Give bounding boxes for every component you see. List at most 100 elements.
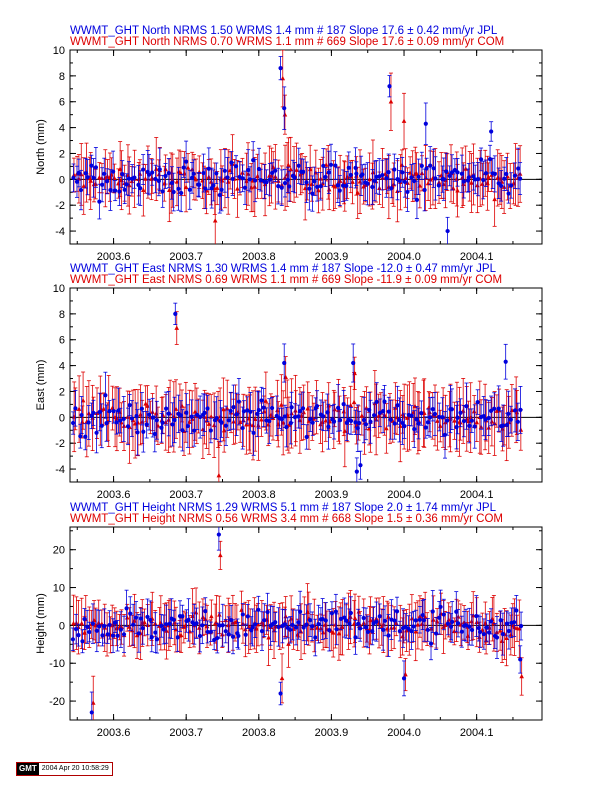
data-point-jpl [144,422,149,427]
data-point-jpl [198,414,203,420]
data-point-com [370,169,376,175]
data-point-jpl [326,170,331,175]
data-point-jpl [337,417,343,423]
data-point-com [259,417,264,422]
data-point-jpl [154,418,159,423]
data-point-jpl [282,181,288,186]
data-point-jpl [441,177,446,182]
data-point-jpl [459,629,464,634]
data-point-jpl [509,183,514,188]
data-point-com [348,614,353,619]
data-point-jpl [206,166,211,171]
data-point-jpl [99,423,104,428]
data-point-com [497,628,503,633]
data-point-jpl [296,163,301,168]
data-point-com [183,184,189,190]
data-point-com [166,187,172,193]
data-point-jpl [397,417,402,423]
data-point-com [208,179,214,184]
data-point-jpl [279,417,285,422]
data-point-jpl [86,420,91,425]
data-point-jpl [344,183,349,188]
data-point-jpl [214,171,219,176]
data-point-com [489,419,495,424]
data-point-jpl [251,430,256,436]
data-point-jpl [430,407,435,412]
data-point-com [221,428,227,433]
data-point-com [172,620,177,625]
data-point-com [266,635,271,640]
data-point-jpl [516,166,521,171]
data-point-jpl [338,616,344,621]
data-point-jpl [515,419,520,424]
data-point-jpl [308,417,313,422]
data-point-jpl [129,416,135,421]
data-point-com [452,418,457,423]
data-point-jpl [160,189,165,194]
data-point-jpl [74,179,80,184]
data-point-jpl [172,417,177,423]
data-point-jpl [437,414,442,420]
data-point-jpl [293,625,299,630]
data-point-jpl [85,175,90,180]
data-point-jpl [152,431,157,437]
data-point-jpl [463,623,469,628]
data-point-jpl [242,185,248,190]
data-point-jpl [323,174,328,180]
data-point-jpl [511,620,517,625]
data-point-com [320,629,326,635]
data-point-com [403,175,408,180]
data-point-jpl [132,175,137,180]
data-point-jpl [504,621,509,626]
data-point-jpl [424,166,429,171]
data-point-jpl [288,421,293,426]
data-point-jpl [508,417,513,422]
data-point-jpl [274,413,279,418]
data-point-jpl [220,623,225,628]
data-point-jpl [300,406,306,411]
data-point-jpl [200,623,205,628]
legend-com: WWMT_GHT Height NRMS 0.56 WRMS 3.4 mm # … [70,513,503,525]
data-point-jpl [298,409,303,414]
data-point-jpl [113,188,118,193]
data-point-jpl [131,622,136,627]
data-point-jpl [118,418,123,423]
x-tick-label: 2003.6 [97,727,131,739]
data-point-com [471,408,477,414]
data-point-jpl [483,417,488,422]
data-point-com [352,615,358,621]
data-point-jpl [105,632,110,637]
y-tick-label: 0 [59,174,65,186]
data-point-jpl [208,629,213,634]
data-point-jpl [70,637,76,642]
data-point-jpl [97,409,102,415]
data-point-jpl [436,183,441,188]
data-point-jpl [147,412,152,417]
data-point-jpl [481,177,486,183]
data-point-jpl [102,171,107,176]
data-point-jpl [312,179,317,184]
data-point-jpl [154,637,160,642]
data-point-jpl [226,632,231,637]
data-point-jpl [114,420,119,425]
data-point-jpl [455,170,460,175]
data-point-com [342,428,348,433]
data-point-jpl [459,171,464,176]
data-point-jpl [246,167,251,173]
data-point-jpl [245,614,250,619]
data-point-jpl [197,182,202,187]
data-point-jpl [301,625,306,630]
data-point-jpl [340,183,346,188]
data-point-jpl [124,606,129,611]
data-point-jpl [150,170,155,175]
data-point-jpl [441,612,446,617]
data-point-com [235,186,240,191]
data-point-jpl [492,406,497,411]
data-point-jpl [466,175,471,180]
data-point-jpl [334,627,339,632]
data-point-com [225,179,231,184]
data-point-jpl [498,618,503,623]
data-point-jpl [76,170,81,176]
data-point-jpl [397,629,402,634]
data-point-jpl [108,187,113,193]
